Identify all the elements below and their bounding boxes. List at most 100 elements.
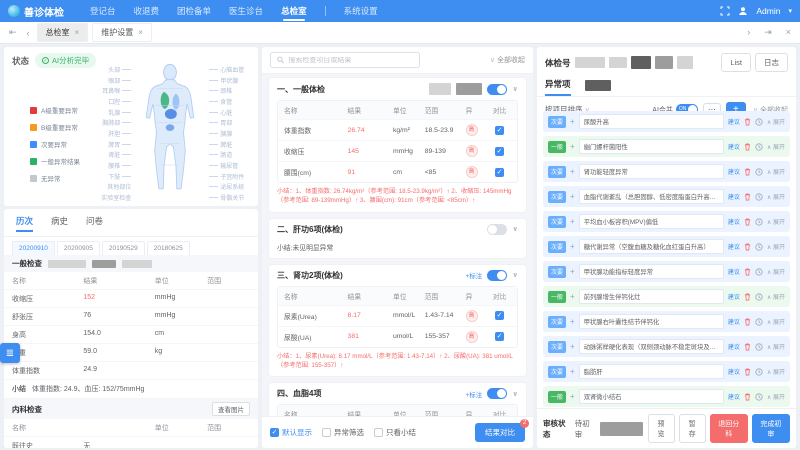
expand-link[interactable]: ∧ 展开 [766, 320, 785, 326]
compare-checkbox[interactable]: ✓ [495, 146, 505, 156]
finding-text-input[interactable]: 甲状腺右叶囊性结节伴钙化 [578, 314, 724, 329]
history-icon[interactable] [755, 267, 763, 276]
body-label[interactable]: 乳腺 [108, 108, 132, 117]
finding-row[interactable]: 一般 + 前列腺增生伴钙化灶 建议 ∧ 展开 [543, 286, 790, 307]
plus-icon[interactable]: + [570, 217, 575, 226]
table-row[interactable]: 身高 154.0 cm [4, 326, 258, 344]
expand-link[interactable]: ∧ 展开 [766, 395, 785, 401]
annotate-button[interactable]: +标注 [465, 273, 483, 281]
history-icon[interactable] [755, 217, 763, 226]
findings-list[interactable]: 次要 + 尿酸升高 建议 ∧ 展开 一般 + 幽门螺杆菌阳性 建议 ∧ 展开 次… [537, 109, 796, 418]
search-box[interactable] [270, 52, 420, 68]
tab-close-icon[interactable]: × [74, 28, 80, 37]
body-label[interactable]: 下肢 [108, 172, 132, 181]
history-icon[interactable] [755, 317, 763, 326]
plus-icon[interactable]: + [570, 142, 575, 151]
date-tab[interactable]: 20200910 [12, 241, 55, 255]
body-label[interactable]: 骨骼关节 [209, 193, 244, 202]
result-row[interactable]: 体重指数 26.74 kg/m² 18.5-23.9 高 ✓ [278, 120, 517, 141]
body-label[interactable]: 食管 [209, 97, 232, 106]
plus-icon[interactable]: + [570, 317, 575, 326]
search-input[interactable] [288, 56, 413, 64]
suggest-link[interactable]: 建议 [727, 295, 740, 301]
finding-text-input[interactable]: 甲状腺功能指标轻度异常 [578, 264, 724, 279]
finding-text-input[interactable]: 动脉粥样硬化表现（双侧颈动脉不稳定斑块及主动脉钙化灶形成） [578, 339, 724, 354]
delete-icon[interactable] [744, 143, 751, 151]
result-row[interactable]: 尿素(Urea) 8.17 mmol/L 1.43-7.14 高 ✓ [278, 306, 517, 327]
finding-row[interactable]: 一般 + 幽门螺杆菌阳性 建议 ∧ 展开 [543, 136, 790, 157]
finding-text-input[interactable]: 双肾微小结石 [578, 389, 724, 404]
redacted-tab[interactable] [584, 79, 611, 91]
finding-text-input[interactable]: 前列腺增生伴钙化灶 [578, 289, 724, 304]
history-icon[interactable] [755, 167, 763, 176]
result-row[interactable]: 收缩压 145 mmHg 89-139 高 ✓ [278, 141, 517, 162]
body-label[interactable]: 胸肺部 [102, 118, 132, 127]
tab-questionnaire[interactable]: 问卷 [86, 216, 104, 226]
organ-highlight-blue[interactable] [165, 108, 178, 120]
tab-abnormal-items[interactable]: 异常项 [545, 78, 571, 96]
return-to-department-button[interactable]: 退回分科 [709, 414, 748, 443]
expand-link[interactable]: ∧ 展开 [766, 345, 785, 351]
suggest-link[interactable]: 建议 [727, 170, 740, 176]
expand-link[interactable]: ∧ 展开 [766, 120, 785, 126]
finding-row[interactable]: 次要 + 甲状腺功能指标轻度异常 建议 ∧ 展开 [543, 261, 790, 282]
compare-checkbox[interactable]: ✓ [495, 332, 505, 342]
body-label[interactable]: 甲状腺 [209, 76, 238, 85]
ai-merge-toggle[interactable]: ON [675, 104, 698, 115]
delete-icon[interactable] [744, 318, 751, 326]
finding-row[interactable]: 次要 + 肾功能轻度异常 建议 ∧ 展开 [543, 161, 790, 182]
body-label[interactable]: 颈椎 [209, 86, 232, 95]
section-toggle[interactable] [487, 223, 508, 235]
finding-row[interactable]: 次要 + 脂肪肝 建议 ∧ 展开 [543, 361, 790, 382]
expand-link[interactable]: ∧ 展开 [766, 170, 785, 176]
delete-icon[interactable] [744, 293, 751, 301]
section-toggle[interactable] [487, 269, 508, 281]
section-toggle[interactable] [487, 388, 508, 400]
body-label[interactable]: 口腔 [108, 97, 132, 106]
suggest-link[interactable]: 建议 [727, 220, 740, 226]
suggest-link[interactable]: 建议 [727, 345, 740, 351]
history-icon[interactable] [755, 142, 763, 151]
plus-icon[interactable]: + [570, 392, 575, 401]
suggest-link[interactable]: 建议 [727, 145, 740, 151]
body-label[interactable]: 眼部 [108, 76, 132, 85]
body-label[interactable]: 子宫附件 [209, 172, 244, 181]
delete-icon[interactable] [744, 368, 751, 376]
menu-item-general-check-room[interactable]: 总检室 [281, 1, 307, 21]
plus-icon[interactable]: + [570, 367, 575, 376]
suggest-link[interactable]: 建议 [727, 370, 740, 376]
body-label[interactable]: 头部 [108, 65, 132, 74]
filter-abnormal-only[interactable]: 异常筛选 [322, 427, 364, 438]
finding-row[interactable]: 次要 + 糖代谢异常（空腹血糖及糖化血红蛋白升高） 建议 ∧ 展开 [543, 236, 790, 257]
menu-item-cashier[interactable]: 收退费 [133, 6, 160, 16]
history-icon[interactable] [755, 392, 763, 401]
finding-row[interactable]: 次要 + 甲状腺右叶囊性结节伴钙化 建议 ∧ 展开 [543, 311, 790, 332]
body-label[interactable]: 肠道 [209, 150, 232, 159]
finding-row[interactable]: 次要 + 血脂代谢紊乱（总胆固醇、低密度脂蛋白升高及高密度脂蛋白降低） 建议 ∧… [543, 186, 790, 207]
suggest-link[interactable]: 建议 [727, 245, 740, 251]
tab-history[interactable]: 历次 [16, 215, 34, 232]
tab-medical-history[interactable]: 病史 [51, 216, 69, 226]
body-label[interactable]: 胰腺 [209, 129, 232, 138]
expand-link[interactable]: ∧ 展开 [766, 195, 785, 201]
menu-item-registration[interactable]: 登记台 [90, 6, 116, 16]
table-row[interactable]: 体重指数 24.9 [4, 362, 258, 380]
list-view-button[interactable]: List [721, 53, 751, 72]
finding-text-input[interactable]: 肾功能轻度异常 [578, 164, 724, 179]
plus-icon[interactable]: + [570, 117, 575, 126]
suggest-link[interactable]: 建议 [727, 120, 740, 126]
log-button[interactable]: 日志 [755, 53, 788, 72]
body-label[interactable]: 实验室检查 [101, 195, 132, 202]
delete-icon[interactable] [744, 268, 751, 276]
date-tab[interactable]: 20180625 [146, 241, 190, 255]
sort-dropdown[interactable]: 按项目排序 ∨ [545, 104, 590, 115]
menu-item-system-settings[interactable]: 系统设置 [343, 6, 378, 16]
body-label[interactable]: 耳鼻喉 [102, 86, 132, 95]
body-label[interactable]: 肾脏 [108, 150, 132, 159]
delete-icon[interactable] [744, 243, 751, 251]
suggest-link[interactable]: 建议 [727, 395, 740, 401]
body-label[interactable]: 心脏 [209, 108, 232, 117]
section-toggle[interactable] [487, 83, 508, 95]
finding-text-input[interactable]: 血脂代谢紊乱（总胆固醇、低密度脂蛋白升高及高密度脂蛋白降低） [578, 189, 724, 204]
plus-icon[interactable]: + [570, 167, 575, 176]
